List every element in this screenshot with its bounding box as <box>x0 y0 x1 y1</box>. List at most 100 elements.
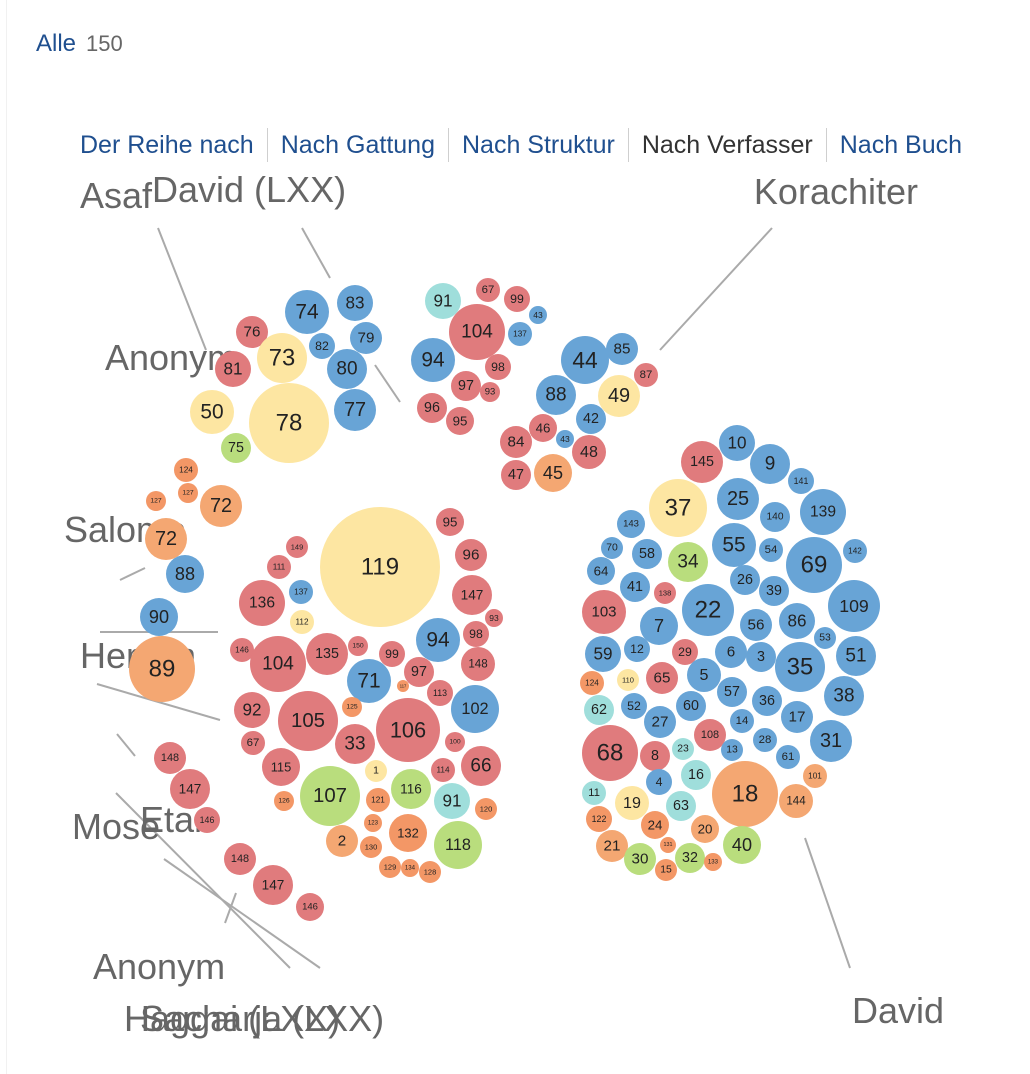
psalm-bubble[interactable]: 46 <box>529 414 557 442</box>
bubble-circle[interactable] <box>250 636 306 692</box>
psalm-bubble[interactable]: 37 <box>649 479 707 537</box>
bubble-circle[interactable] <box>239 580 285 626</box>
bubble-circle[interactable] <box>215 351 251 387</box>
psalm-bubble[interactable]: 11 <box>582 781 606 805</box>
psalm-bubble[interactable]: 62 <box>584 695 614 725</box>
psalm-bubble[interactable]: 79 <box>350 322 382 354</box>
bubble-circle[interactable] <box>646 769 672 795</box>
psalm-bubble[interactable]: 77 <box>334 389 376 431</box>
psalm-bubble[interactable]: 71 <box>347 659 391 703</box>
psalm-bubble[interactable]: 54 <box>759 538 783 562</box>
bubble-circle[interactable] <box>687 658 721 692</box>
bubble-circle[interactable] <box>249 383 329 463</box>
psalm-bubble[interactable]: 70 <box>601 537 623 559</box>
bubble-circle[interactable] <box>712 761 778 827</box>
bubble-circle[interactable] <box>401 859 419 877</box>
psalm-bubble[interactable]: 64 <box>587 557 615 585</box>
psalm-bubble[interactable]: 9 <box>750 444 790 484</box>
psalm-bubble[interactable]: 85 <box>606 333 638 365</box>
psalm-bubble[interactable]: 7 <box>640 607 678 645</box>
bubble-circle[interactable] <box>582 781 606 805</box>
bubble-circle[interactable] <box>335 724 375 764</box>
psalm-bubble[interactable]: 43 <box>529 306 547 324</box>
psalm-bubble[interactable]: 48 <box>572 435 606 469</box>
psalm-bubble[interactable]: 123 <box>364 814 382 832</box>
bubble-circle[interactable] <box>814 627 836 649</box>
bubble-circle[interactable] <box>617 510 645 538</box>
psalm-bubble[interactable]: 69 <box>786 537 842 593</box>
bubble-circle[interactable] <box>194 807 220 833</box>
psalm-bubble[interactable]: 113 <box>427 680 453 706</box>
psalm-bubble[interactable]: 91 <box>434 783 470 819</box>
psalm-bubble[interactable]: 107 <box>300 766 360 826</box>
bubble-circle[interactable] <box>587 557 615 585</box>
bubble-circle[interactable] <box>723 826 761 864</box>
bubble-circle[interactable] <box>190 390 234 434</box>
bubble-circle[interactable] <box>676 691 706 721</box>
bubble-circle[interactable] <box>309 333 335 359</box>
psalm-bubble[interactable]: 122 <box>586 806 612 832</box>
tab-nach-verfasser[interactable]: Nach Verfasser <box>627 128 826 162</box>
bubble-circle[interactable] <box>779 784 813 818</box>
bubble-circle[interactable] <box>262 748 300 786</box>
bubble-circle[interactable] <box>170 769 210 809</box>
bubble-circle[interactable] <box>712 523 756 567</box>
bubble-circle[interactable] <box>379 856 401 878</box>
bubble-circle[interactable] <box>585 636 621 672</box>
bubble-circle[interactable] <box>529 414 557 442</box>
bubble-circle[interactable] <box>660 837 676 853</box>
bubble-circle[interactable] <box>360 836 382 858</box>
bubble-circle[interactable] <box>166 555 204 593</box>
bubble-circle[interactable] <box>334 389 376 431</box>
psalm-bubble[interactable]: 45 <box>534 454 572 492</box>
bubble-circle[interactable] <box>740 609 772 641</box>
bubble-circle[interactable] <box>350 322 382 354</box>
psalm-bubble[interactable]: 104 <box>250 636 306 692</box>
bubble-circle[interactable] <box>641 811 669 839</box>
bubble-circle[interactable] <box>580 671 604 695</box>
psalm-bubble[interactable]: 14 <box>730 709 754 733</box>
psalm-bubble[interactable]: 150 <box>348 636 368 656</box>
bubble-circle[interactable] <box>803 764 827 788</box>
psalm-bubble[interactable]: 125 <box>342 697 362 717</box>
psalm-bubble[interactable]: 119 <box>320 507 440 627</box>
bubble-circle[interactable] <box>719 425 755 461</box>
bubble-circle[interactable] <box>427 680 453 706</box>
bubble-circle[interactable] <box>500 426 532 458</box>
psalm-bubble[interactable]: 36 <box>752 686 782 716</box>
psalm-bubble[interactable]: 99 <box>504 286 530 312</box>
bubble-circle[interactable] <box>129 636 195 702</box>
bubble-circle[interactable] <box>337 285 373 321</box>
bubble-circle[interactable] <box>759 538 783 562</box>
psalm-bubble[interactable]: 106 <box>376 698 440 762</box>
bubble-circle[interactable] <box>326 825 358 857</box>
bubble-circle[interactable] <box>776 745 800 769</box>
psalm-bubble[interactable]: 129 <box>379 856 401 878</box>
psalm-bubble[interactable]: 124 <box>174 458 198 482</box>
bubble-circle[interactable] <box>721 739 743 761</box>
bubble-circle[interactable] <box>582 590 626 634</box>
tab-nach-gattung[interactable]: Nach Gattung <box>266 128 448 162</box>
bubble-circle[interactable] <box>379 641 405 667</box>
bubble-circle[interactable] <box>342 697 362 717</box>
bubble-circle[interactable] <box>730 565 760 595</box>
tab-der-reihe-nach[interactable]: Der Reihe nach <box>80 131 254 159</box>
psalm-bubble[interactable]: 133 <box>704 853 722 871</box>
psalm-bubble[interactable]: 143 <box>617 510 645 538</box>
psalm-bubble[interactable]: 61 <box>776 745 800 769</box>
bubble-circle[interactable] <box>824 676 864 716</box>
psalm-bubble[interactable]: 72 <box>145 518 187 560</box>
psalm-bubble[interactable]: 110 <box>617 669 639 691</box>
bubble-circle[interactable] <box>434 821 482 869</box>
psalm-bubble[interactable]: 87 <box>634 363 658 387</box>
psalm-bubble[interactable]: 96 <box>455 539 487 571</box>
bubble-circle[interactable] <box>668 542 708 582</box>
psalm-bubble[interactable]: 93 <box>485 609 503 627</box>
psalm-bubble[interactable]: 12 <box>624 636 650 662</box>
psalm-bubble[interactable]: 137 <box>289 580 313 604</box>
psalm-bubble[interactable]: 4 <box>646 769 672 795</box>
bubble-circle[interactable] <box>649 479 707 537</box>
bubble-circle[interactable] <box>230 638 254 662</box>
psalm-bubble[interactable]: 30 <box>624 843 656 875</box>
bubble-circle[interactable] <box>694 719 726 751</box>
